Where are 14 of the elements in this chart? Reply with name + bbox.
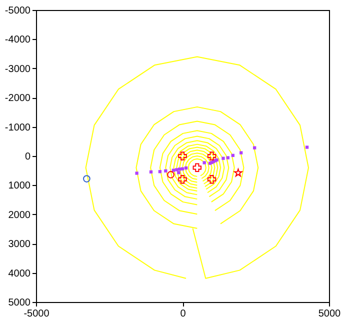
- y-tick-label: -3000: [4, 64, 31, 75]
- x-tick-label: 5000: [318, 308, 342, 320]
- y-tick-label: 0: [24, 152, 31, 162]
- y-tick-label: 3000: [8, 239, 31, 250]
- y-tick-label: -5000: [4, 6, 31, 16]
- y-tick-label: 2000: [8, 210, 31, 221]
- x-tick-label: 0: [180, 308, 186, 320]
- y-tick-label: -2000: [4, 93, 31, 104]
- y-tick-label: 4000: [8, 268, 31, 280]
- y-tick-label: 1000: [8, 180, 31, 192]
- y-tick-label: -1000: [4, 122, 31, 134]
- y-tick-label: -4000: [4, 34, 31, 46]
- x-tick-label: -5000: [24, 308, 50, 320]
- y-tick-label: 5000: [8, 298, 31, 308]
